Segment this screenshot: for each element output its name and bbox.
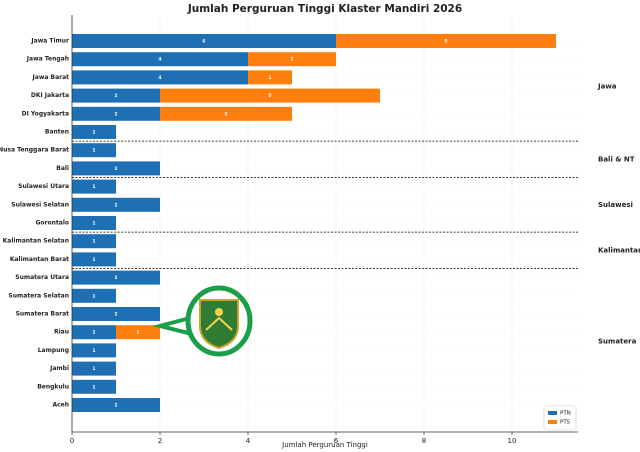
data-label: 1	[92, 184, 95, 190]
data-label: 1	[92, 293, 95, 299]
legend-swatch	[548, 420, 557, 424]
bar	[72, 216, 116, 230]
group-label: Sumatera	[598, 337, 637, 345]
data-label: 2	[114, 312, 117, 318]
emblem-detail	[215, 308, 223, 316]
data-label: 1	[92, 148, 95, 154]
y-tick-label: Kalimantan Barat	[10, 256, 69, 263]
data-label: 1	[92, 384, 95, 390]
bar	[72, 234, 116, 249]
bar	[72, 143, 116, 158]
bar	[72, 270, 160, 285]
bar	[72, 288, 116, 303]
data-label: 5	[444, 39, 447, 45]
x-tick-label: 6	[334, 437, 339, 445]
data-label: 6	[202, 39, 205, 45]
legend-swatch	[548, 411, 557, 415]
data-label: 4	[158, 57, 161, 63]
bar	[72, 252, 116, 267]
data-label: 1	[92, 348, 95, 354]
y-tick-label: Jambi	[49, 365, 69, 372]
bar	[72, 398, 160, 412]
data-label: 2	[290, 57, 293, 63]
y-tick-label: Nusa Tenggara Barat	[0, 147, 69, 154]
y-tick-label: Riau	[54, 329, 69, 336]
data-label: 1	[92, 130, 95, 136]
bar	[72, 343, 116, 358]
bar	[72, 325, 116, 340]
chart-title: Jumlah Perguruan Tinggi Klaster Mandiri …	[187, 3, 462, 15]
bar	[160, 106, 292, 121]
y-tick-label: Sumatera Utara	[15, 274, 69, 281]
y-tick-label: Aceh	[52, 402, 69, 409]
data-label: 2	[114, 111, 117, 117]
y-tick-label: DI Yogyakarta	[22, 110, 69, 117]
x-tick-label: 0	[70, 437, 74, 445]
legend-label: PTS	[560, 420, 571, 426]
bar	[72, 106, 160, 121]
data-label: 2	[114, 166, 117, 172]
y-tick-label: Gorontalo	[36, 220, 70, 227]
y-tick-label: Sulawesi Utara	[18, 183, 69, 190]
y-tick-label: Jawa Timur	[30, 38, 69, 45]
x-tick-label: 8	[422, 437, 426, 445]
data-label: 4	[158, 75, 161, 81]
bar	[160, 88, 380, 103]
x-tick-label: 4	[246, 437, 251, 445]
bar	[248, 70, 292, 85]
y-tick-label: Bengkulu	[37, 383, 69, 390]
bar	[72, 361, 116, 376]
bar	[72, 52, 248, 67]
bar	[72, 88, 160, 103]
data-label: 1	[92, 221, 95, 227]
emblem-shield	[199, 299, 239, 350]
y-tick-label: Kalimantan Selatan	[3, 238, 69, 245]
group-label: Bali & NT	[598, 155, 635, 163]
y-tick-label: Sumatera Selatan	[8, 292, 69, 299]
y-tick-label: Lampung	[38, 347, 69, 354]
bar	[72, 179, 116, 194]
emblem-detail	[205, 316, 233, 331]
bar	[72, 197, 160, 212]
data-label: 2	[114, 202, 117, 208]
y-tick-label: Jawa Tengah	[26, 56, 69, 63]
y-tick-label: DKI Jakarta	[31, 92, 69, 99]
bar	[72, 34, 336, 48]
group-label: Kalimantan	[598, 246, 640, 254]
x-tick-label: 10	[508, 437, 517, 445]
bar	[72, 70, 248, 85]
group-label: Jawa	[597, 83, 617, 91]
bar	[72, 161, 160, 176]
x-tick-label: 2	[158, 437, 162, 445]
data-label: 5	[268, 93, 271, 99]
bar	[72, 125, 116, 139]
data-label: 1	[92, 257, 95, 263]
data-label: 1	[92, 366, 95, 372]
y-tick-label: Sumatera Barat	[16, 311, 70, 318]
data-label: 2	[114, 403, 117, 409]
data-label: 3	[224, 111, 227, 117]
data-label: 1	[92, 239, 95, 245]
bar	[336, 34, 556, 48]
data-label: 2	[114, 93, 117, 99]
riau-emblem	[152, 285, 253, 357]
bar	[248, 52, 336, 67]
y-tick-label: Jawa Barat	[32, 74, 70, 81]
data-label: 1	[92, 330, 95, 336]
bar	[116, 325, 160, 340]
data-label: 2	[114, 275, 117, 281]
y-tick-label: Sulawesi Selatan	[11, 201, 69, 208]
group-label: Sulawesi	[598, 201, 633, 209]
bar	[72, 379, 116, 394]
legend-label: PTN	[560, 411, 571, 417]
y-tick-label: Bali	[56, 165, 69, 172]
y-tick-label: Banten	[45, 129, 69, 136]
data-label: 1	[136, 330, 139, 336]
x-axis-label: Jumlah Perguruan Tinggi	[281, 441, 368, 449]
data-label: 1	[268, 75, 271, 81]
bar	[72, 307, 160, 321]
